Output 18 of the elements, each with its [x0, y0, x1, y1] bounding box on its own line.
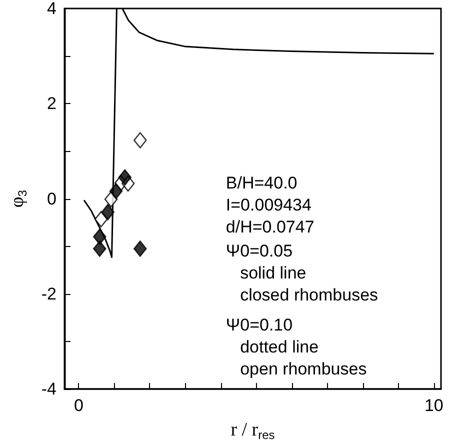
y-tick-label: 2: [47, 94, 56, 114]
point: [134, 132, 147, 148]
annotation: Ψ0=0.05 solid line closed rhombuses: [226, 242, 378, 304]
y-tick-label: 0: [47, 189, 56, 208]
y-tick-label: 4: [47, 0, 56, 18]
annotation: Ψ0=0.10 dotted line open rhombuses: [226, 316, 367, 378]
point: [93, 240, 106, 257]
y-tick-label: -2: [41, 284, 56, 304]
point: [94, 211, 108, 228]
point: [93, 228, 106, 245]
x-tick-label: 10: [424, 396, 444, 415]
point: [118, 169, 132, 186]
annotation: B/H=40.0 I=0.009434 d/H=0.0747: [226, 174, 314, 236]
y-axis-title: φ3: [7, 190, 30, 208]
point: [134, 240, 147, 257]
point: [101, 204, 114, 220]
point: [109, 182, 123, 200]
y-tick-label: -4: [41, 380, 56, 398]
